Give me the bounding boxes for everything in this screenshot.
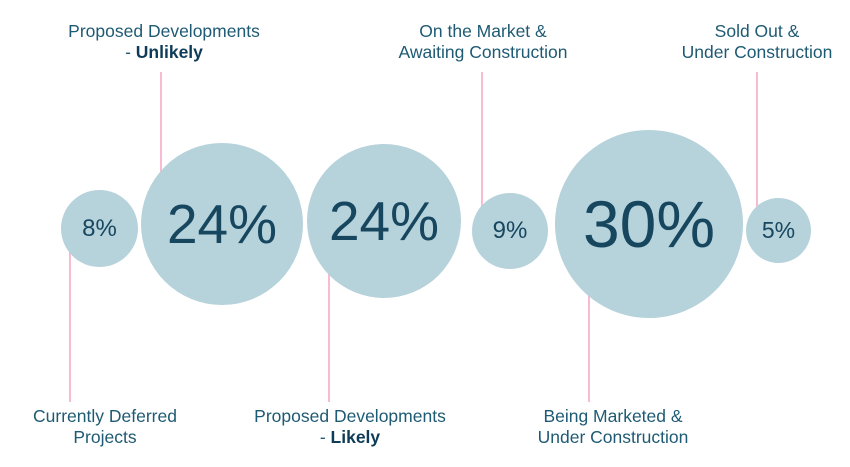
- callout-currently-deferred: Currently Deferred Projects: [33, 406, 177, 448]
- callout-line1: On the Market &: [419, 21, 547, 41]
- bubble-value-sold-out: 5%: [761, 217, 796, 243]
- bubble-value-proposed-likely: 24%: [328, 189, 440, 252]
- callout-line2-bold: Likely: [330, 427, 381, 447]
- bubble-marketed-under-construction: 30%: [555, 130, 743, 318]
- callout-line2-bold: Unlikely: [135, 42, 203, 62]
- callout-line1: Sold Out &: [714, 21, 800, 41]
- bubble-value-proposed-unlikely: 24%: [166, 192, 278, 255]
- bubble-value-marketed: 30%: [582, 187, 716, 261]
- callout-sold-out: Sold Out & Under Construction: [682, 21, 833, 63]
- callout-line2: Awaiting Construction: [398, 42, 568, 62]
- callout-line1: Currently Deferred: [33, 406, 177, 426]
- callout-line2: - Likely: [254, 427, 446, 448]
- callout-line2-prefix: -: [319, 427, 331, 447]
- callout-line1: Proposed Developments: [254, 406, 446, 426]
- connector-line-marketed: [588, 224, 590, 402]
- callout-on-market: On the Market & Awaiting Construction: [399, 21, 568, 63]
- connector-line-proposed-unlikely: [160, 72, 162, 224]
- callout-line1: Being Marketed &: [543, 406, 683, 426]
- callout-proposed-unlikely: Proposed Developments - Unlikely: [68, 21, 260, 63]
- callout-marketed-under-construction: Being Marketed & Under Construction: [538, 406, 689, 448]
- bubble-value-on-market: 9%: [492, 217, 528, 244]
- connector-line-proposed-likely: [328, 221, 330, 402]
- connector-line-sold-out: [756, 72, 758, 230]
- connector-line-deferred: [69, 228, 71, 402]
- bubble-value-deferred: 8%: [82, 214, 117, 242]
- callout-proposed-likely: Proposed Developments - Likely: [254, 406, 446, 448]
- bubble-proposed-likely: 24%: [307, 144, 461, 298]
- bubble-sold-out: 5%: [746, 198, 811, 263]
- callout-line2: - Unlikely: [68, 42, 260, 63]
- bubble-currently-deferred: 8%: [61, 190, 138, 267]
- bubble-proposed-unlikely: 24%: [141, 143, 303, 305]
- bubble-on-market: 9%: [472, 193, 548, 269]
- callout-line2: Under Construction: [681, 42, 833, 62]
- connector-line-on-market: [481, 72, 483, 231]
- callout-line2: Under Construction: [537, 427, 689, 447]
- callout-line2-prefix: -: [125, 42, 136, 62]
- callout-line1: Proposed Developments: [68, 21, 260, 41]
- callout-line2: Projects: [73, 427, 137, 447]
